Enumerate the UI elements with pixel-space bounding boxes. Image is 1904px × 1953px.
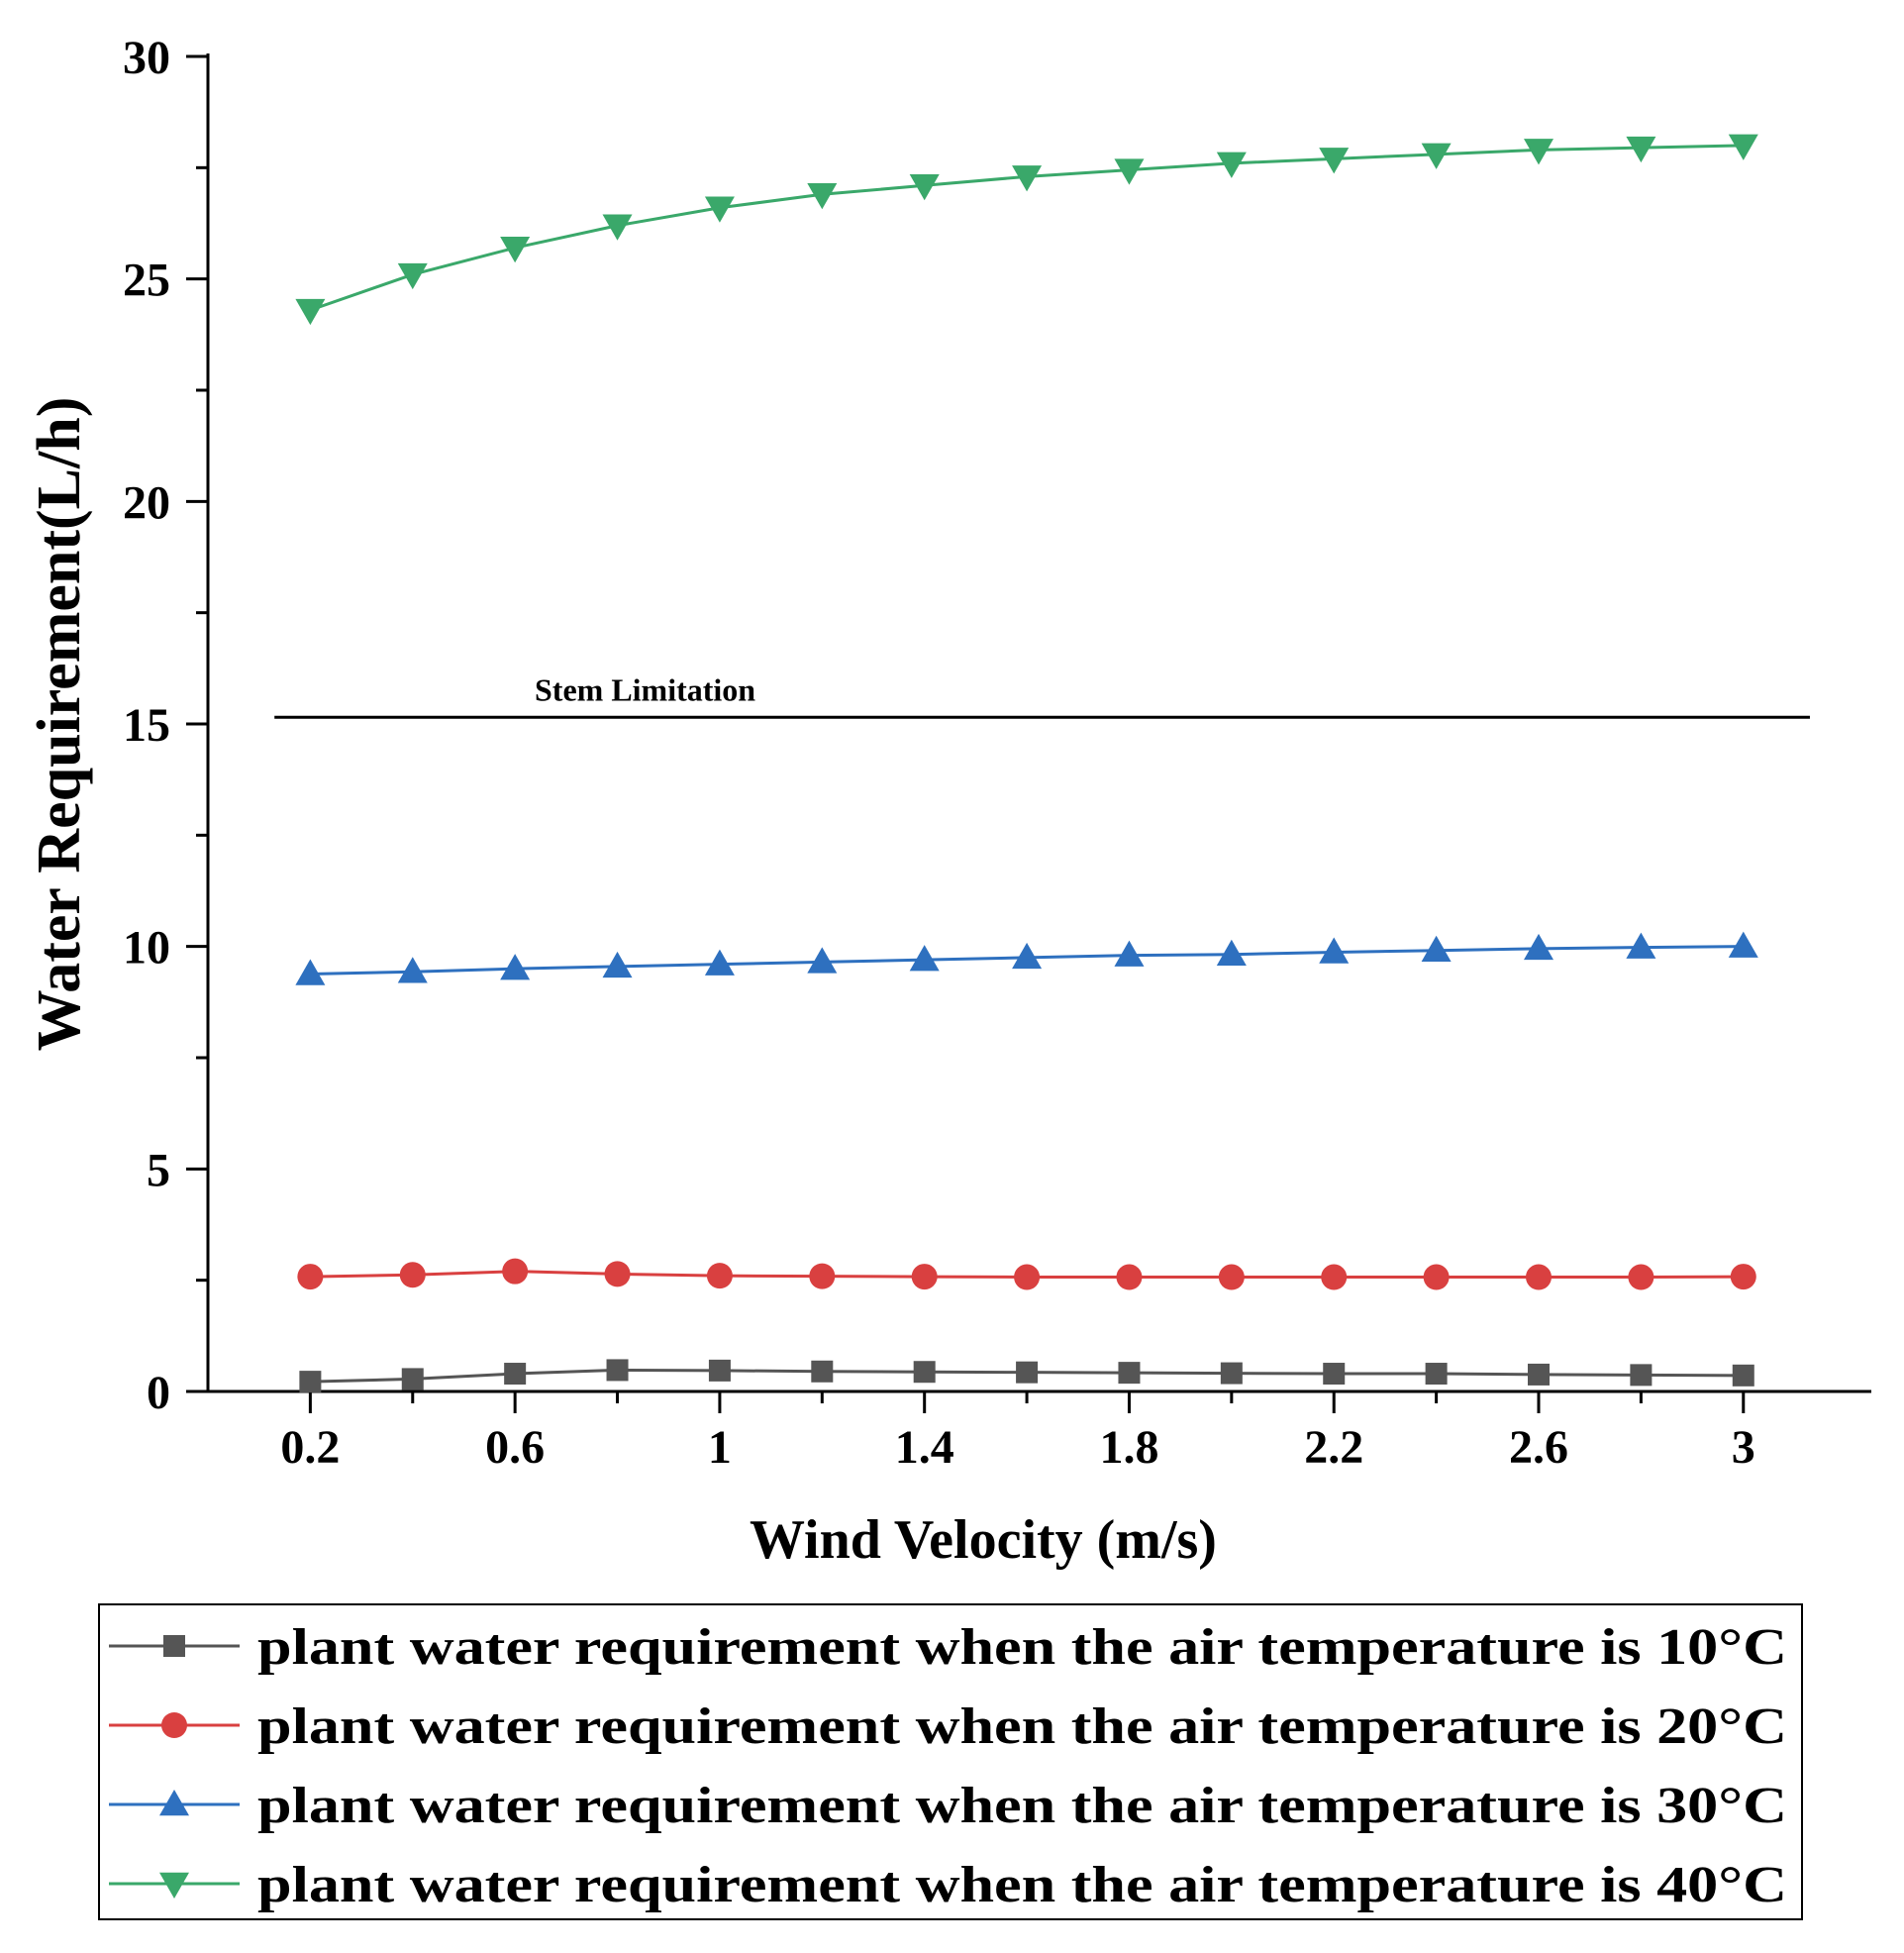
- y-tick-label-10: 10: [123, 922, 170, 975]
- series-1-point-12: [1425, 1363, 1448, 1386]
- series-1-point-10: [1220, 1362, 1243, 1385]
- x-tick-label-0.6: 0.6: [485, 1421, 545, 1474]
- series-4-point-8: [1012, 165, 1043, 192]
- series-3-point-15: [1728, 931, 1758, 958]
- series-4-point-14: [1626, 136, 1656, 163]
- series-4-point-5: [704, 196, 735, 223]
- series-1-point-5: [708, 1359, 731, 1382]
- series-2-point-4: [604, 1261, 631, 1287]
- legend-marker-2: [161, 1712, 187, 1738]
- y-tick-label-30: 30: [123, 32, 170, 84]
- series-3-point-12: [1421, 935, 1452, 962]
- series-1-point-3: [504, 1363, 527, 1386]
- x-tick-label-3: 3: [1732, 1421, 1755, 1474]
- series-1-point-13: [1528, 1363, 1550, 1386]
- legend-label-2: plant water requirement when the air tem…: [257, 1698, 1787, 1755]
- legend-label-1: plant water requirement when the air tem…: [257, 1619, 1787, 1676]
- series-2-point-9: [1116, 1264, 1143, 1290]
- series-4-point-15: [1728, 134, 1758, 160]
- stem-limitation-label: Stem Limitation: [535, 671, 755, 707]
- series-4-point-9: [1114, 158, 1145, 185]
- series-4-point-7: [909, 174, 940, 201]
- series-3-point-1: [295, 959, 326, 985]
- series-3-point-2: [397, 957, 428, 983]
- series-4-point-3: [500, 236, 531, 263]
- series-2-point-10: [1218, 1264, 1245, 1290]
- series-4-point-12: [1421, 143, 1452, 169]
- series-4-point-4: [602, 214, 633, 241]
- series-3-point-4: [602, 951, 633, 978]
- series-2-point-3: [502, 1258, 529, 1285]
- series-3-point-8: [1012, 942, 1043, 970]
- series-3-point-9: [1114, 940, 1145, 967]
- x-tick-label-2.2: 2.2: [1304, 1421, 1363, 1474]
- series-1-point-7: [913, 1361, 936, 1384]
- x-tick-label-1.4: 1.4: [895, 1421, 954, 1474]
- series-1-point-8: [1016, 1361, 1039, 1384]
- series-2-point-1: [297, 1264, 324, 1290]
- x-axis-title: Wind Velocity (m/s): [750, 1509, 1217, 1571]
- series-4-point-1: [295, 298, 326, 326]
- series-1-point-2: [401, 1368, 424, 1390]
- x-tick-label-2.6: 2.6: [1509, 1421, 1568, 1474]
- x-tick-label-1: 1: [708, 1421, 732, 1474]
- series-1-point-15: [1732, 1364, 1754, 1387]
- series-4-point-13: [1524, 139, 1553, 165]
- series-2-point-8: [1014, 1264, 1041, 1290]
- series-4-point-6: [807, 183, 838, 210]
- series-3-point-3: [500, 954, 531, 980]
- series-1-point-14: [1630, 1364, 1653, 1387]
- legend-marker-3: [159, 1790, 189, 1816]
- y-tick-label-25: 25: [123, 255, 170, 307]
- series-1-point-1: [299, 1371, 322, 1393]
- series-3-point-13: [1524, 933, 1553, 961]
- series-1-point-9: [1118, 1362, 1141, 1385]
- series-1-point-6: [811, 1360, 834, 1383]
- legend-box: [98, 1603, 1803, 1920]
- series-3-point-6: [807, 947, 838, 974]
- series-3-point-10: [1216, 939, 1247, 967]
- series-4-point-2: [397, 262, 428, 290]
- series-4-point-11: [1319, 148, 1350, 174]
- y-tick-label-15: 15: [123, 699, 170, 752]
- legend-label-3: plant water requirement when the air tem…: [257, 1778, 1787, 1834]
- series-3-point-11: [1319, 937, 1350, 964]
- series-2-point-13: [1526, 1264, 1552, 1290]
- legend-marker-1: [163, 1635, 185, 1657]
- y-tick-label-5: 5: [147, 1144, 170, 1196]
- series-2-point-6: [809, 1263, 836, 1289]
- series-2-point-12: [1423, 1264, 1450, 1290]
- y-axis-title: Water Requirement(L/h): [26, 397, 93, 1052]
- series-4-point-10: [1216, 152, 1247, 178]
- series-2-point-7: [911, 1264, 938, 1290]
- y-tick-label-20: 20: [123, 476, 170, 529]
- y-tick-label-0: 0: [147, 1367, 170, 1419]
- series-2-point-2: [399, 1262, 426, 1288]
- series-3-point-14: [1626, 932, 1656, 959]
- series-2-point-11: [1321, 1264, 1348, 1290]
- x-tick-label-1.8: 1.8: [1099, 1421, 1158, 1474]
- series-2-point-15: [1730, 1264, 1756, 1290]
- series-3-point-7: [909, 945, 940, 972]
- series-1-point-11: [1323, 1363, 1346, 1386]
- x-tick-label-0.2: 0.2: [280, 1421, 340, 1474]
- legend-label-4: plant water requirement when the air tem…: [257, 1857, 1787, 1913]
- series-2-point-14: [1628, 1264, 1654, 1290]
- series-2-point-5: [706, 1263, 733, 1289]
- legend-marker-4: [159, 1872, 189, 1899]
- series-3-point-5: [704, 949, 735, 976]
- series-1-point-4: [606, 1359, 629, 1382]
